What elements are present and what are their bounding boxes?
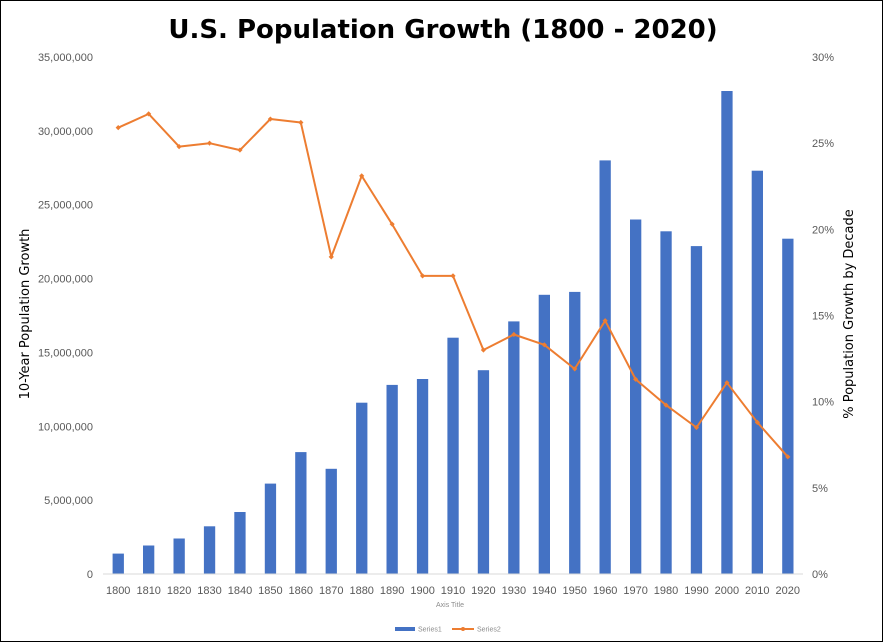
bar-1850	[264, 483, 277, 574]
y2-tick-label: 25%	[812, 138, 834, 150]
y2-tick-label: 30%	[812, 52, 834, 64]
x-tick-label: 1920	[471, 585, 495, 597]
bar-1970	[630, 219, 642, 574]
x-axis-ticks: 1800 1810 1820 1830 1840 1850 1860 1870 1880 1890…	[106, 585, 800, 597]
line-point-1960	[602, 318, 608, 324]
line-point-1880	[359, 173, 365, 179]
bar-1820	[173, 538, 185, 574]
line-point-1970	[633, 376, 639, 382]
x-tick-label: 1930	[502, 585, 526, 597]
x-tick-label: 1900	[410, 585, 434, 597]
line-point-1940	[541, 342, 547, 348]
line-point-2020	[785, 454, 791, 460]
x-tick-label: 1910	[441, 585, 465, 597]
bar-1960	[599, 160, 611, 574]
bar-1920	[477, 370, 490, 574]
bar-1900	[416, 379, 429, 574]
chart-title: U.S. Population Growth (1800 - 2020)	[168, 15, 717, 45]
bar-1910	[447, 337, 459, 574]
x-tick-label: 1990	[684, 585, 708, 597]
x-tick-label: 1820	[167, 585, 191, 597]
bar-1950	[569, 291, 581, 574]
x-tick-label: 2020	[776, 585, 800, 597]
x-tick-label: 1830	[197, 585, 221, 597]
x-axis-title: Axis Title	[436, 602, 464, 609]
line-point-1810	[146, 111, 152, 117]
y-tick-label: 15,000,000	[38, 347, 93, 359]
x-tick-label: 1840	[228, 585, 252, 597]
line-point-1860	[298, 119, 304, 126]
bar-1830	[203, 526, 216, 574]
x-tick-label: 1860	[289, 585, 313, 597]
bar-2000	[721, 91, 733, 574]
y-tick-label: 10,000,000	[38, 421, 93, 433]
x-tick-label: 1880	[349, 585, 373, 597]
x-tick-label: 1960	[593, 585, 617, 597]
x-tick-label: 1970	[623, 585, 647, 597]
bar-2010	[751, 170, 763, 574]
y2-tick-label: 5%	[812, 483, 828, 495]
line-point-1850	[267, 116, 273, 122]
bar-1840	[234, 512, 246, 574]
y-tick-label: 30,000,000	[38, 126, 93, 138]
x-tick-label: 1940	[532, 585, 556, 597]
line-point-1830	[206, 140, 213, 146]
x-tick-label: 1800	[106, 585, 130, 597]
y-tick-label: 25,000,000	[38, 200, 93, 212]
bar-1800	[112, 553, 124, 574]
legend-marker-line	[461, 627, 465, 631]
legend-swatch-bar	[395, 627, 415, 631]
x-tick-label: 1890	[380, 585, 404, 597]
y-tick-label: 20,000,000	[38, 274, 93, 286]
bar-2020	[782, 238, 794, 574]
line-point-1870	[328, 254, 334, 260]
legend-label-line: Series2	[477, 627, 501, 634]
line-point-1890	[389, 221, 395, 227]
line-point-1930	[511, 331, 517, 338]
line-point-2000	[724, 380, 730, 386]
line-point-1820	[176, 144, 182, 150]
line-point-1920	[480, 347, 487, 353]
y-axis-title: 10-Year Population Growth	[18, 229, 33, 400]
line-point-1980	[663, 402, 669, 408]
legend-label-bar: Series1	[418, 627, 442, 634]
bar-1990	[690, 246, 703, 574]
line-point-1950	[572, 366, 578, 372]
x-tick-label: 1810	[136, 585, 160, 597]
line-point-1910	[450, 273, 456, 279]
x-tick-label: 1980	[654, 585, 678, 597]
line-point-1990	[693, 424, 700, 431]
y2-tick-label: 0%	[812, 569, 828, 581]
x-tick-label: 2010	[745, 585, 769, 597]
y2-axis-ticks: 0% 5% 10% 15% 20% 25% 30%	[812, 52, 834, 581]
legend: Series1 Series2	[395, 627, 501, 634]
line-point-1900	[419, 273, 426, 279]
bar-1880	[356, 402, 368, 574]
y2-tick-label: 20%	[812, 224, 834, 236]
x-tick-label: 1950	[562, 585, 586, 597]
y-axis-ticks: 0 5,000,000 10,000,000 15,000,000 20,000,000…	[38, 52, 93, 581]
line-point-2010	[754, 419, 760, 425]
x-tick-label: 2000	[715, 585, 739, 597]
y2-tick-label: 10%	[812, 397, 834, 409]
bar-1890	[386, 384, 398, 574]
x-tick-label: 1870	[319, 585, 343, 597]
bar-1940	[538, 294, 550, 574]
y-tick-label: 35,000,000	[38, 52, 93, 64]
y-tick-label: 0	[87, 569, 93, 581]
bar-1860	[295, 452, 307, 574]
line-series	[115, 111, 791, 460]
line-point-1800	[115, 125, 121, 131]
bar-1930	[508, 321, 520, 574]
y-tick-label: 5,000,000	[44, 495, 93, 507]
bar-1810	[143, 545, 155, 574]
line-point-1840	[237, 147, 243, 153]
y2-tick-label: 15%	[812, 311, 834, 323]
x-tick-label: 1850	[258, 585, 282, 597]
bar-1870	[325, 468, 337, 574]
y2-axis-title: % Population Growth by Decade	[842, 209, 857, 419]
bar-series	[112, 91, 794, 575]
